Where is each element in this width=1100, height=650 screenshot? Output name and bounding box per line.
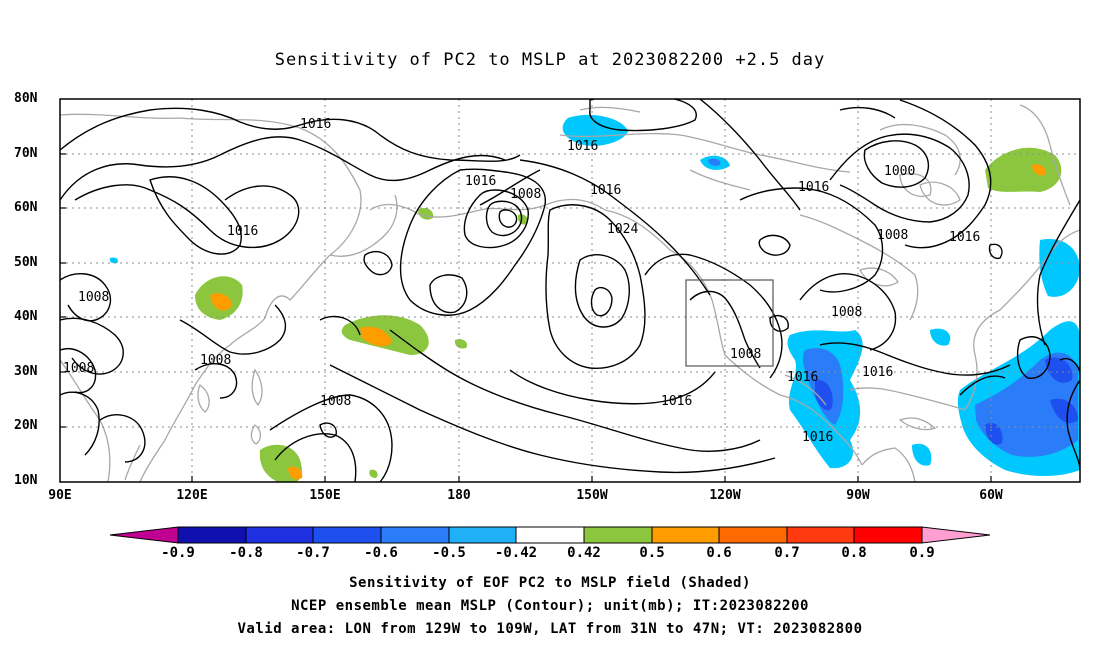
colorbar-label: 0.9 <box>909 545 935 561</box>
contour-label: 1008 <box>510 187 541 202</box>
lon-tick-90w: 90W <box>846 488 870 503</box>
lon-tick-90e: 90E <box>48 488 72 503</box>
colorbar-segment <box>651 526 720 544</box>
map-frame <box>59 98 1081 483</box>
caption-line-2: NCEP ensemble mean MSLP (Contour); unit(… <box>291 598 809 614</box>
colorbar-label: -0.5 <box>432 545 466 561</box>
colorbar-segment <box>853 526 923 544</box>
contour-label: 1016 <box>862 365 893 380</box>
lat-tick-60n: 60N <box>14 200 38 215</box>
colorbar <box>109 526 991 544</box>
contour-label: 1000 <box>884 164 915 179</box>
lat-tick-40n: 40N <box>14 309 38 324</box>
lon-tick-120e: 120E <box>176 488 208 503</box>
contour-label: 1016 <box>590 183 621 198</box>
colorbar-label: -0.9 <box>161 545 195 561</box>
mslp-contours <box>60 99 1080 482</box>
contour-label: 1008 <box>877 228 908 243</box>
contour-label: 1016 <box>567 139 598 154</box>
contour-label: 1024 <box>607 222 638 237</box>
axis-ticks <box>60 153 992 482</box>
contour-label: 1016 <box>798 180 829 195</box>
contour-label: 1008 <box>63 361 94 376</box>
colorbar-label: -0.6 <box>364 545 398 561</box>
coastlines <box>60 104 1080 482</box>
colorbar-label: -0.7 <box>296 545 330 561</box>
colorbar-segment <box>245 526 314 544</box>
sensitivity-shading <box>109 114 1080 482</box>
colorbar-segment <box>718 526 788 544</box>
colorbar-label: 0.5 <box>639 545 665 561</box>
lon-tick-150e: 150E <box>309 488 341 503</box>
contour-label: 1016 <box>465 174 496 189</box>
contour-label: 1008 <box>831 305 862 320</box>
contour-label: 1016 <box>661 394 692 409</box>
lon-tick-180: 180 <box>447 488 471 503</box>
colorbar-segment <box>312 526 382 544</box>
colorbar-label: 0.7 <box>774 545 800 561</box>
colorbar-segment <box>448 526 517 544</box>
contour-labels: 1016 1016 1016 1016 1008 1016 1024 1016 … <box>63 117 980 445</box>
contour-label: 1008 <box>200 353 231 368</box>
colorbar-segment <box>583 526 653 544</box>
lat-tick-10n: 10N <box>14 473 38 488</box>
lon-tick-120w: 120W <box>709 488 741 503</box>
graticule <box>60 99 1080 482</box>
colorbar-label: 0.8 <box>841 545 867 561</box>
colorbar-label: 0.42 <box>567 545 601 561</box>
caption-line-3: Valid area: LON from 129W to 109W, LAT f… <box>237 621 863 637</box>
lat-tick-80n: 80N <box>14 91 38 106</box>
colorbar-over-triangle <box>921 526 991 544</box>
lat-tick-50n: 50N <box>14 255 38 270</box>
map-title: Sensitivity of PC2 to MSLP at 2023082200… <box>274 50 826 70</box>
colorbar-segment <box>177 526 247 544</box>
contour-label: 1008 <box>320 394 351 409</box>
lon-tick-60w: 60W <box>979 488 1003 503</box>
caption-line-1: Sensitivity of EOF PC2 to MSLP field (Sh… <box>349 575 751 591</box>
colorbar-label: 0.6 <box>706 545 732 561</box>
contour-label: 1008 <box>730 347 761 362</box>
lat-tick-20n: 20N <box>14 418 38 433</box>
colorbar-segment <box>786 526 855 544</box>
contour-label: 1016 <box>300 117 331 132</box>
contour-label: 1016 <box>802 430 833 445</box>
valid-area-box <box>685 279 774 367</box>
colorbar-label: -0.8 <box>229 545 263 561</box>
contour-label: 1008 <box>78 290 109 305</box>
contour-label: 1016 <box>227 224 258 239</box>
lat-tick-30n: 30N <box>14 364 38 379</box>
lat-tick-70n: 70N <box>14 146 38 161</box>
colorbar-under-triangle <box>109 526 179 544</box>
colorbar-segment <box>515 526 585 544</box>
colorbar-segment <box>380 526 450 544</box>
contour-label: 1016 <box>787 370 818 385</box>
lon-tick-150w: 150W <box>576 488 608 503</box>
contour-label: 1016 <box>949 230 980 245</box>
colorbar-label: -0.42 <box>494 545 538 561</box>
